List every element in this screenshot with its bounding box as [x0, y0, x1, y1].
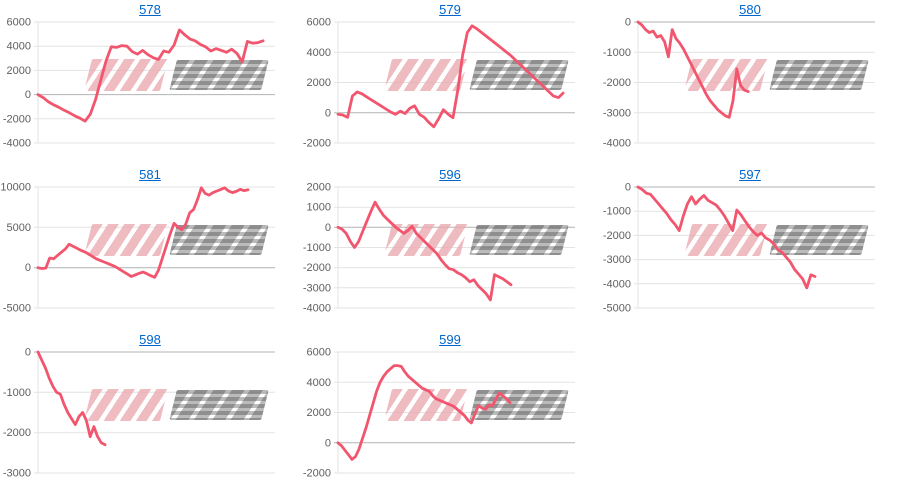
svg-text:10000: 10000	[0, 182, 31, 194]
watermark-repo-icon	[169, 225, 269, 255]
chart-cell: 599 6000 4000 2000 0 -2000	[300, 330, 600, 495]
svg-text:-3000: -3000	[3, 468, 31, 480]
watermark-min-icon	[384, 224, 468, 256]
chart-cell: 596 2000 1000 0 -1000 -2000 -3000 -4000	[300, 165, 600, 330]
minrepo-watermark-logo	[84, 224, 269, 256]
svg-text:4000: 4000	[307, 47, 331, 59]
chart-cell: 579 6000 4000 2000 0 -2000	[300, 0, 600, 165]
chart-title-link[interactable]: 598	[139, 332, 161, 347]
svg-text:0: 0	[325, 222, 331, 234]
chart-cell: 580 0 -1000 -2000 -3000 -4000	[600, 0, 900, 165]
chart-cell: 578 6000 4000 2000 0 -2000 -4000	[0, 0, 300, 165]
svg-text:-3000: -3000	[603, 107, 631, 119]
minrepo-watermark-logo	[684, 59, 869, 91]
svg-text:-5000: -5000	[603, 303, 631, 315]
chart-title-link[interactable]: 596	[439, 167, 461, 182]
watermark-min-icon	[684, 224, 768, 256]
minrepo-watermark-logo	[384, 224, 569, 256]
chart-cell: 581 10000 5000 0 -5000	[0, 165, 300, 330]
svg-text:-2000: -2000	[3, 427, 31, 439]
svg-text:1000: 1000	[307, 202, 331, 214]
svg-text:-2000: -2000	[303, 138, 331, 150]
watermark-min-icon	[84, 389, 168, 421]
svg-text:-2000: -2000	[303, 262, 331, 274]
minrepo-watermark-logo	[84, 389, 269, 421]
chart-axes: 0 -1000 -2000 -3000 -4000	[603, 17, 875, 150]
svg-text:-2000: -2000	[603, 230, 631, 242]
watermark-repo-icon	[169, 390, 269, 420]
svg-text:0: 0	[25, 262, 31, 274]
chart-title-link[interactable]: 578	[139, 2, 161, 17]
svg-text:-2000: -2000	[603, 77, 631, 89]
svg-text:2000: 2000	[307, 407, 331, 419]
chart-title-link[interactable]: 597	[739, 167, 761, 182]
watermark-repo-icon	[469, 390, 569, 420]
chart-cell: 597 0 -1000 -2000 -3000 -4000 -5000	[600, 165, 900, 330]
watermark-min-icon	[84, 224, 168, 256]
svg-text:0: 0	[25, 347, 31, 359]
svg-text:-2000: -2000	[303, 468, 331, 480]
svg-text:2000: 2000	[307, 182, 331, 194]
watermark-min-icon	[84, 59, 168, 91]
svg-text:6000: 6000	[307, 347, 331, 359]
svg-text:2000: 2000	[307, 77, 331, 89]
watermark-repo-icon	[169, 60, 269, 90]
watermark-min-icon	[384, 59, 468, 91]
svg-text:-3000: -3000	[303, 282, 331, 294]
minrepo-watermark-logo	[84, 59, 269, 91]
svg-text:6000: 6000	[7, 17, 31, 29]
minrepo-watermark-logo	[684, 224, 869, 256]
watermark-min-icon	[684, 59, 768, 91]
svg-text:2000: 2000	[7, 65, 31, 77]
svg-text:4000: 4000	[7, 41, 31, 53]
svg-text:-3000: -3000	[603, 254, 631, 266]
svg-text:-4000: -4000	[303, 303, 331, 315]
svg-text:-1000: -1000	[603, 206, 631, 218]
chart-title-link[interactable]: 580	[739, 2, 761, 17]
chart-title-link[interactable]: 579	[439, 2, 461, 17]
svg-text:0: 0	[325, 107, 331, 119]
svg-text:0: 0	[325, 437, 331, 449]
svg-text:-4000: -4000	[3, 138, 31, 150]
chart-title-link[interactable]: 581	[139, 167, 161, 182]
watermark-min-icon	[384, 389, 468, 421]
svg-text:6000: 6000	[307, 17, 331, 29]
chart-cell: 598 0 -1000 -2000 -3000	[0, 330, 300, 495]
svg-text:-1000: -1000	[3, 387, 31, 399]
svg-text:-1000: -1000	[603, 47, 631, 59]
chart-axes: 0 -1000 -2000 -3000	[3, 347, 275, 480]
watermark-repo-icon	[469, 225, 569, 255]
watermark-repo-icon	[469, 60, 569, 90]
svg-text:4000: 4000	[307, 377, 331, 389]
svg-text:-4000: -4000	[603, 278, 631, 290]
watermark-repo-icon	[769, 225, 869, 255]
svg-text:-2000: -2000	[3, 113, 31, 125]
svg-text:0: 0	[625, 17, 631, 29]
svg-text:-1000: -1000	[303, 242, 331, 254]
watermark-repo-icon	[769, 60, 869, 90]
svg-text:-5000: -5000	[3, 303, 31, 315]
svg-text:-4000: -4000	[603, 138, 631, 150]
svg-text:5000: 5000	[7, 222, 31, 234]
svg-text:0: 0	[25, 89, 31, 101]
minrepo-watermark-logo	[384, 389, 569, 421]
svg-text:0: 0	[625, 182, 631, 194]
chart-title-link[interactable]: 599	[439, 332, 461, 347]
minrepo-watermark-logo	[384, 59, 569, 91]
